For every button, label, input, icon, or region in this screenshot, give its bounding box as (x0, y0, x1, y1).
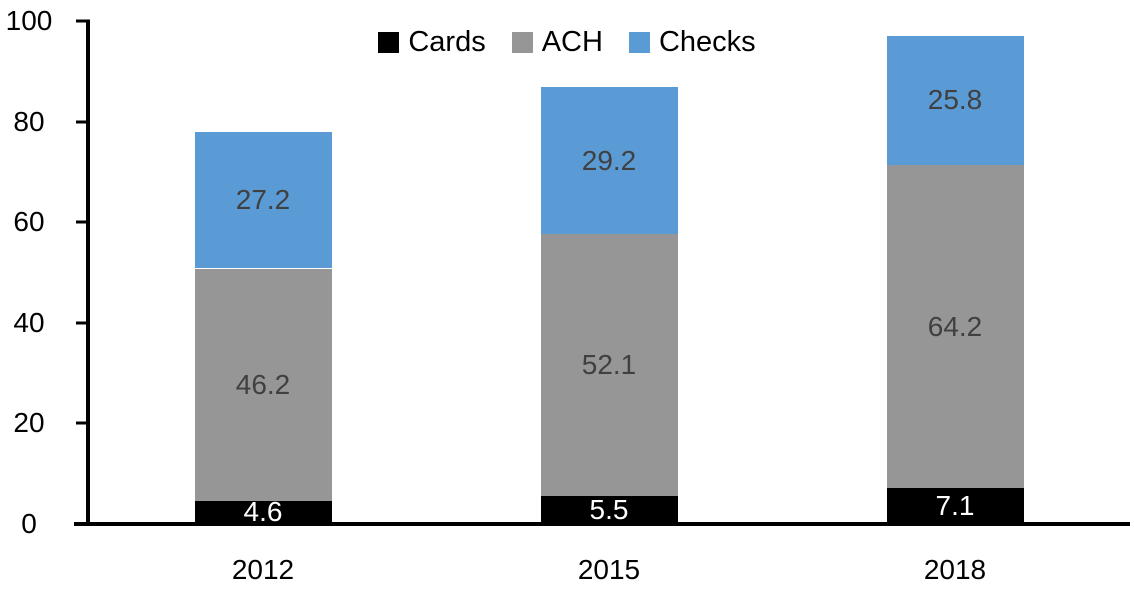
legend-item-checks: Checks (628, 26, 756, 58)
bar-segment-checks-2015: 29.2 (540, 87, 678, 235)
data-label: 25.8 (927, 84, 983, 116)
bar-segment-checks-2018: 25.8 (886, 35, 1024, 166)
y-axis-tick (76, 120, 90, 124)
y-axis-tick-label: 0 (21, 508, 37, 539)
bar-segment-cards-2018: 7.1 (886, 488, 1024, 524)
chart-legend: Cards ACH Checks (0, 27, 1134, 57)
y-axis-tick (76, 19, 90, 23)
y-axis-tick (76, 220, 90, 224)
x-axis-category-label: 2018 (923, 554, 987, 585)
data-label: 4.6 (243, 496, 283, 528)
bar-segment-cards-2015: 5.5 (540, 494, 678, 526)
bar-segment-checks-2012: 27.2 (194, 131, 332, 269)
x-axis-line (74, 522, 1130, 526)
y-axis-tick (76, 421, 90, 425)
data-label: 46.2 (235, 368, 291, 400)
legend-swatch-checks-icon (628, 31, 650, 53)
y-axis-tick-label: 60 (13, 206, 45, 238)
legend-label: Checks (658, 26, 756, 58)
y-axis-line (86, 21, 90, 526)
legend-label: Cards (408, 26, 486, 58)
y-axis-tick-label: 20 (13, 407, 45, 439)
y-axis-tick-label: 100 (5, 5, 53, 36)
legend-swatch-cards-icon (378, 31, 400, 53)
y-axis-tick (76, 321, 90, 325)
data-label: 7.1 (935, 490, 975, 522)
x-axis-category-label: 2012 (231, 554, 295, 585)
y-axis-tick (76, 522, 90, 526)
y-axis-tick-label: 40 (13, 306, 45, 338)
x-axis-category-label: 2015 (577, 554, 641, 585)
y-axis-tick-label: 80 (13, 105, 45, 137)
bar-segment-cards-2012: 4.6 (194, 497, 332, 527)
data-label: 29.2 (581, 144, 637, 176)
bar-segment-ach-2012: 46.2 (194, 268, 332, 501)
data-label: 27.2 (235, 184, 291, 216)
legend-item-cards: Cards (378, 26, 486, 58)
bar-segment-ach-2015: 52.1 (540, 234, 678, 497)
legend-item-ach: ACH (511, 26, 603, 58)
legend-swatch-ach-icon (511, 31, 533, 53)
legend-label: ACH (541, 26, 603, 58)
data-label: 5.5 (589, 494, 629, 526)
data-label: 64.2 (927, 310, 983, 342)
bar-segment-ach-2018: 64.2 (886, 165, 1024, 489)
data-label: 52.1 (581, 349, 637, 381)
